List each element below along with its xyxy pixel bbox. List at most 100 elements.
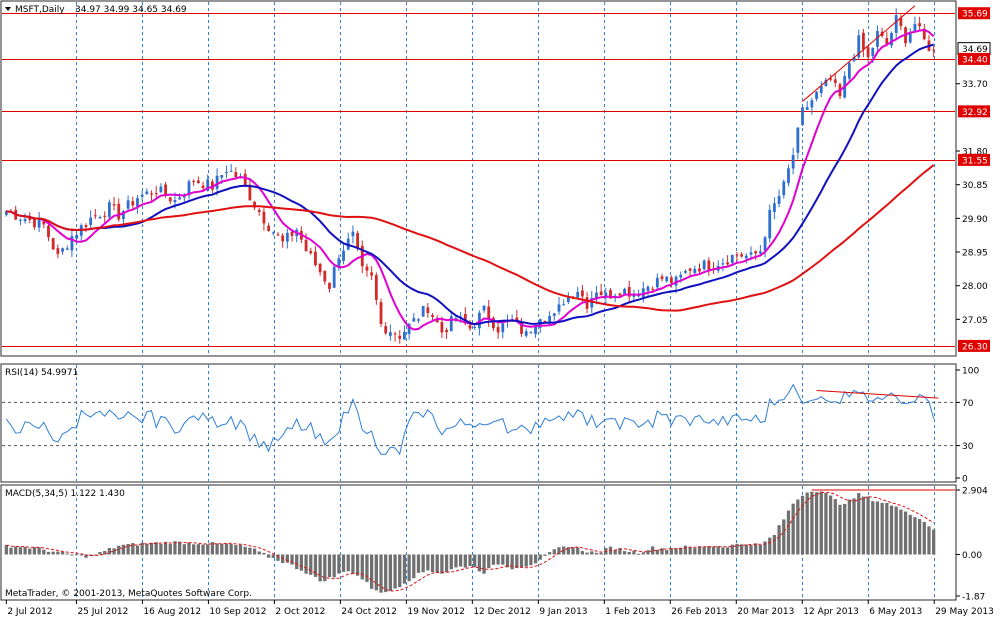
candle-body [98, 217, 102, 219]
macd-histogram-bar [444, 554, 449, 573]
candle-body [234, 172, 238, 178]
macd-histogram-bar [426, 554, 430, 571]
candle-body [398, 335, 402, 339]
moving-average-lines [6, 28, 935, 331]
macd-histogram-bar [215, 543, 219, 555]
macd-histogram-bar [899, 509, 903, 555]
macd-histogram-bar [154, 542, 158, 555]
macd-histogram-bar [763, 541, 767, 555]
macd-histogram-bar [679, 547, 683, 555]
candle-body [496, 327, 500, 333]
price-level-label: 26.30 [962, 342, 988, 352]
macd-histogram-bar [107, 548, 112, 555]
macd-histogram-bar [103, 550, 107, 555]
macd-histogram-bar [613, 550, 617, 555]
price-tick-label: 33.70 [962, 80, 988, 90]
macd-histogram-bar [622, 551, 627, 555]
candle-body [243, 173, 247, 186]
candle-body [651, 288, 655, 290]
candle-body [562, 304, 566, 306]
candle-body [815, 91, 818, 99]
macd-tick-label: 2.904 [962, 487, 988, 497]
macd-histogram-bar [889, 505, 894, 555]
macd-histogram-bar [337, 554, 341, 574]
macd-histogram-bar [252, 548, 257, 555]
price-trendline [802, 5, 916, 102]
macd-histogram-bar [758, 544, 763, 555]
candle-body [276, 234, 280, 236]
macd-histogram-bar [332, 554, 336, 578]
macd-histogram-bar [482, 554, 486, 574]
macd-histogram-bar [196, 544, 201, 555]
candle-body [862, 32, 865, 50]
dropdown-arrow-icon[interactable] [5, 7, 11, 11]
price-level-badge [958, 105, 990, 118]
candle-body [229, 171, 233, 173]
ma-slow-line [6, 164, 935, 312]
candle-body [754, 251, 758, 254]
macd-histogram-bar [313, 554, 318, 577]
candle-body [309, 251, 313, 254]
candle-body [56, 248, 60, 254]
macd-histogram-bar [192, 544, 196, 555]
candle-body [61, 248, 64, 252]
candle-body [93, 215, 97, 217]
candle-body [440, 322, 444, 333]
candle-body [520, 321, 523, 334]
candle-body [871, 47, 875, 57]
macd-histogram-bar [74, 554, 79, 556]
candle-body [749, 252, 753, 255]
candle-body [585, 297, 589, 309]
macd-histogram-bar [805, 492, 809, 555]
macd-histogram-bar [60, 551, 65, 555]
candle-body [126, 200, 130, 209]
candle-body [84, 225, 88, 228]
candle-body [890, 33, 893, 46]
time-tick-label: 20 Mar 2013 [737, 607, 794, 617]
candle-body [805, 107, 809, 110]
macd-histogram-bar [594, 552, 599, 555]
macd-histogram-bar [917, 518, 922, 555]
macd-histogram-bar [46, 551, 51, 555]
macd-histogram-bar [93, 554, 97, 556]
macd-histogram-bar [510, 554, 514, 570]
candle-body [290, 231, 294, 236]
macd-histogram-bar [341, 554, 346, 572]
time-tick-label: 24 Oct 2012 [341, 607, 397, 617]
price-level-badge [958, 153, 990, 166]
macd-histogram-bar [4, 545, 8, 555]
macd-histogram-bar [505, 554, 510, 568]
candle-body [557, 304, 561, 312]
macd-histogram-bar [23, 546, 27, 555]
macd-histogram-bar [84, 554, 88, 558]
macd-histogram-bar [566, 547, 570, 555]
candle-body [857, 35, 861, 58]
candle-body [627, 287, 631, 297]
macd-histogram-bar [843, 503, 847, 555]
candle-body [407, 323, 411, 334]
price-tick-label: 28.00 [962, 282, 988, 292]
macd-histogram-bar [149, 542, 154, 555]
candle-body [285, 232, 289, 242]
candle-body [103, 215, 107, 217]
macd-histogram-bar [627, 551, 631, 555]
macd-histogram-bar [833, 499, 837, 555]
macd-histogram-bar [126, 543, 130, 555]
candle-body [178, 197, 182, 200]
macd-histogram-bar [913, 517, 917, 555]
macd-histogram-bar [262, 552, 266, 555]
time-tick-label: 10 Sep 2012 [209, 607, 266, 617]
macd-histogram-bar [730, 544, 734, 555]
macd-histogram-bar [491, 554, 496, 565]
candle-body [468, 325, 472, 329]
macd-histogram-bar [271, 554, 275, 558]
macd-histogram-bar [430, 554, 435, 573]
price-tick-label: 28.95 [962, 249, 988, 259]
price-tick-label: 30.85 [962, 181, 988, 191]
macd-histogram-bar [562, 546, 566, 555]
macd-histogram-bar [599, 552, 603, 555]
rsi-tick-label: 70 [962, 399, 974, 409]
macd-histogram-bar [739, 544, 744, 555]
candle-body [463, 314, 467, 324]
